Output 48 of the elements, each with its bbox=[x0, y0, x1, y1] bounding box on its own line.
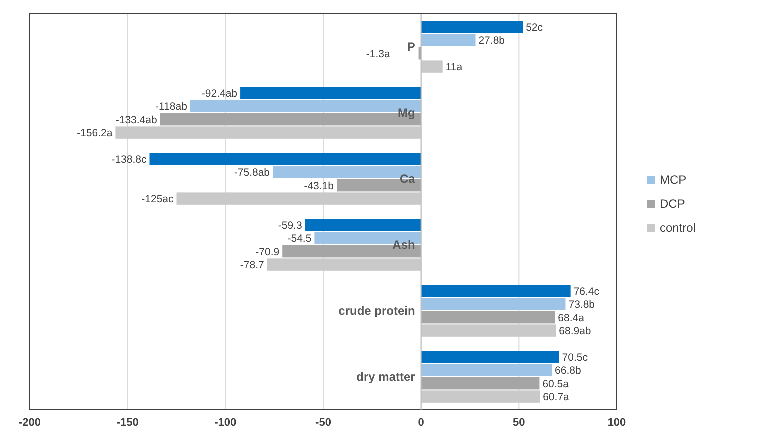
data-label: -92.4ab bbox=[202, 88, 238, 100]
x-tick-label: 100 bbox=[608, 417, 626, 429]
data-label: 52c bbox=[526, 22, 544, 34]
legend-label: control bbox=[660, 221, 696, 236]
bar bbox=[421, 312, 556, 324]
bar bbox=[421, 378, 540, 390]
data-label: 27.8b bbox=[478, 35, 506, 48]
bar bbox=[421, 34, 476, 46]
legend-label: MCP bbox=[660, 173, 687, 188]
bar bbox=[421, 351, 560, 364]
y-tick-label: P bbox=[407, 40, 416, 54]
x-tick-label: 0 bbox=[418, 417, 424, 429]
data-label: -75.8ab bbox=[234, 167, 270, 180]
data-label: -125ac bbox=[142, 193, 174, 206]
x-tick-label: -50 bbox=[316, 417, 332, 429]
data-label: 60.7a bbox=[543, 391, 570, 404]
data-label: -70.9 bbox=[256, 246, 280, 258]
data-label: -43.1b bbox=[304, 180, 334, 192]
data-label: 76.4c bbox=[574, 286, 600, 298]
data-label: 66.8b bbox=[555, 365, 582, 378]
data-label: -59.3 bbox=[278, 220, 302, 232]
data-label: -78.7 bbox=[240, 259, 264, 272]
data-label: -1.3a bbox=[366, 48, 390, 60]
bar bbox=[305, 219, 422, 232]
x-tick-label: -100 bbox=[214, 417, 237, 429]
bar bbox=[421, 285, 571, 298]
bar bbox=[150, 153, 422, 166]
data-label: -133.4ab bbox=[116, 114, 158, 126]
bar bbox=[421, 364, 552, 376]
x-tick-label: 50 bbox=[513, 417, 526, 429]
legend-label: DCP bbox=[660, 197, 686, 212]
bar bbox=[421, 298, 566, 310]
y-tick-label: crude protein bbox=[338, 304, 416, 318]
x-tick-label: -200 bbox=[18, 417, 42, 429]
data-label: 11a bbox=[446, 61, 463, 74]
data-label: -156.2a bbox=[77, 127, 113, 140]
x-tick-label: -150 bbox=[116, 417, 139, 429]
data-label: 60.5a bbox=[542, 378, 570, 390]
data-label: 68.9ab bbox=[559, 325, 592, 338]
data-label: 73.8b bbox=[568, 299, 596, 312]
data-label: 70.5c bbox=[562, 352, 588, 364]
data-label: 68.4a bbox=[558, 312, 585, 324]
data-label: -54.5 bbox=[288, 233, 312, 246]
y-tick-label: dry matter bbox=[356, 370, 416, 384]
data-label: -118ab bbox=[156, 101, 188, 114]
data-label: -138.8c bbox=[112, 154, 147, 166]
bar bbox=[240, 87, 422, 100]
bar bbox=[421, 21, 524, 34]
